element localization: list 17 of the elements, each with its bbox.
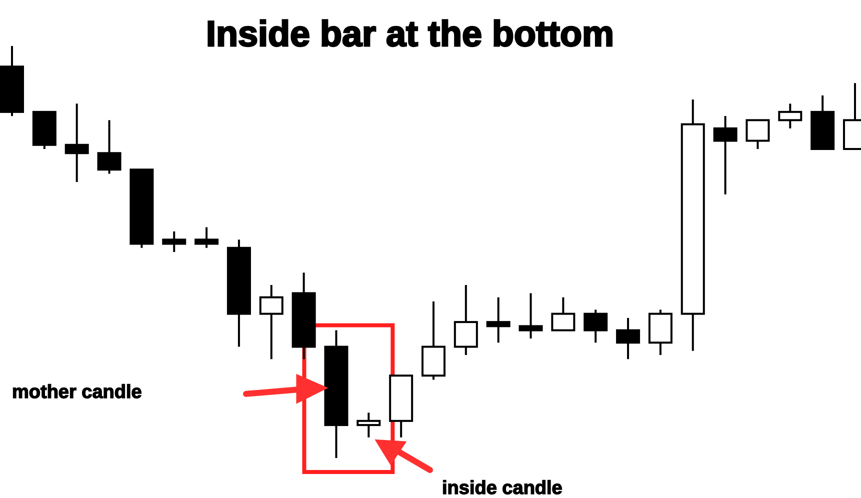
text: inside candle xyxy=(442,478,562,498)
candlestick xyxy=(356,412,381,438)
candlestick xyxy=(616,316,640,360)
candlestick xyxy=(486,296,510,344)
candlestick xyxy=(194,226,219,249)
candlestick xyxy=(97,119,122,175)
candlestick xyxy=(259,284,284,360)
candlestick xyxy=(64,102,89,183)
candlestick xyxy=(551,296,576,332)
candlestick xyxy=(584,308,608,344)
candlestick xyxy=(518,292,543,340)
candlestick xyxy=(162,230,186,253)
candlestick xyxy=(746,119,770,150)
chart-title: Inside bar at the bottom xyxy=(206,13,614,54)
candlestick xyxy=(713,115,738,196)
candlestick xyxy=(778,102,802,130)
annotation: mother candle xyxy=(12,382,142,403)
